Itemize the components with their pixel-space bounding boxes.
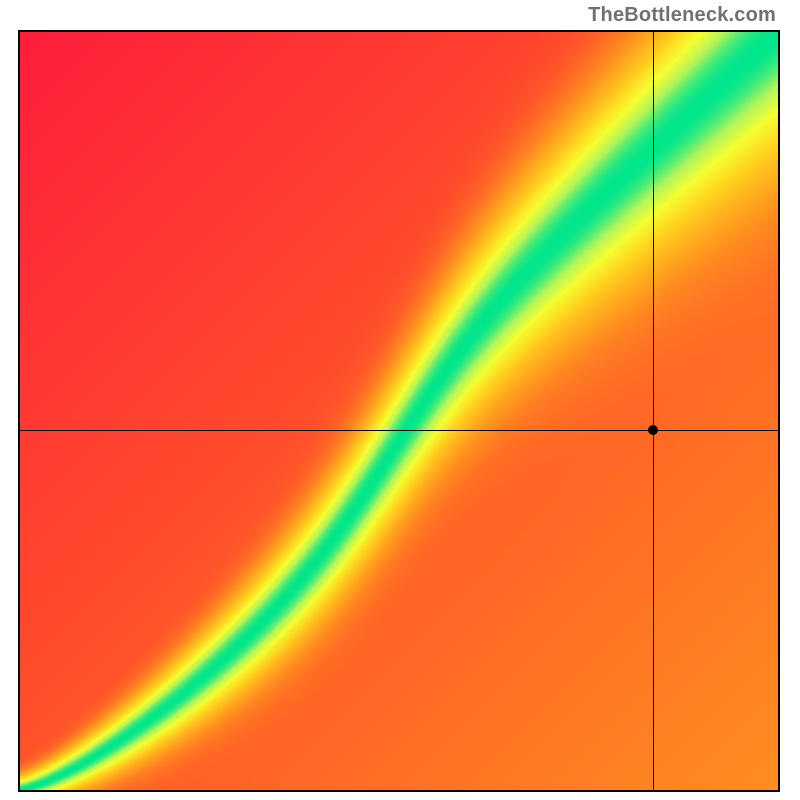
- crosshair-horizontal: [20, 430, 778, 431]
- crosshair-marker: [648, 425, 658, 435]
- bottleneck-heatmap: [18, 30, 780, 792]
- watermark-text: TheBottleneck.com: [588, 4, 776, 27]
- heatmap-canvas: [20, 32, 778, 790]
- crosshair-vertical: [653, 32, 654, 790]
